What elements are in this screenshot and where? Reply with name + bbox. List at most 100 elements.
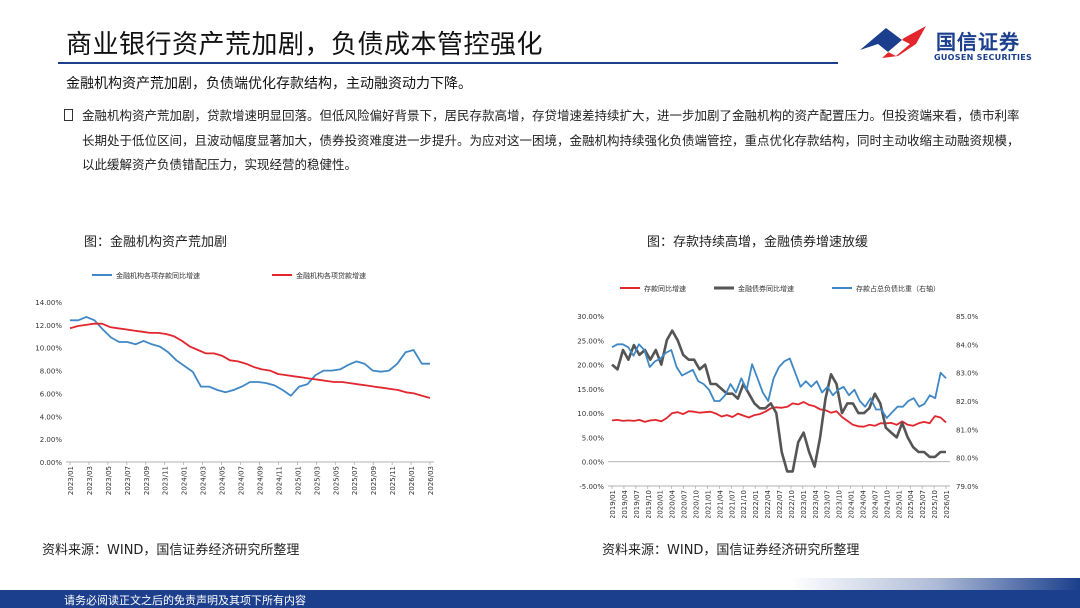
right-chart-x-tick: 2021/10 — [740, 490, 748, 518]
right-chart-legend-label: 金融债券同比增速 — [738, 284, 794, 293]
left-chart-x-tick: 2025/07 — [351, 466, 359, 495]
right-chart-y-right-tick: 79.0% — [956, 483, 979, 491]
right-chart-y-right-tick: 84.0% — [956, 341, 979, 349]
right-chart-x-tick: 2022/04 — [764, 489, 772, 518]
right-chart-caption: 图：存款持续高增，金融债券增速放缓 — [647, 235, 869, 250]
left-chart-series-line-1 — [69, 322, 431, 399]
slide-subtitle: 金融机构资产荒加剧，负债端优化存款结构，主动融资动力下降。 — [66, 76, 472, 92]
right-chart-y-tick: 15.00% — [577, 386, 604, 394]
left-chart-x-tick: 2023/01 — [67, 466, 75, 495]
right-chart-y-right-tick: 81.0% — [956, 426, 979, 434]
right-chart-x-tick: 2020/07 — [681, 490, 689, 518]
logo-sub: GUOSEN SECURITIES — [934, 53, 1033, 62]
right-chart-legend-label: 存款占总负债比重（右轴） — [856, 284, 940, 293]
right-chart-series-line-1 — [611, 329, 946, 473]
right-chart-y-right-tick: 82.0% — [956, 398, 979, 406]
left-chart-x-tick: 2024/05 — [219, 466, 227, 495]
left-chart-x-tick: 2025/09 — [370, 466, 378, 495]
right-chart-x-tick: 2019/07 — [633, 490, 641, 518]
right-chart-x-tick: 2025/10 — [931, 490, 939, 518]
title-underline — [58, 62, 838, 64]
right-chart-y-right-tick: 85.0% — [956, 313, 979, 321]
right-chart-y-tick: 30.00% — [577, 313, 604, 321]
left-chart-x-tick: 2023/03 — [86, 466, 94, 495]
left-chart-y-tick: 14.00% — [35, 299, 62, 307]
right-chart-y-tick: -5.00% — [579, 483, 604, 491]
footer-disclaimer: 请务必阅读正文之后的免责声明及其项下所有内容 — [64, 594, 306, 607]
right-chart-y-right-tick: 83.0% — [956, 370, 979, 378]
right-chart-x-tick: 2022/10 — [788, 490, 796, 518]
right-chart-x-tick: 2023/01 — [800, 490, 808, 518]
left-chart-x-tick: 2025/11 — [389, 466, 397, 495]
left-chart-x-tick: 2024/03 — [200, 466, 208, 495]
right-chart-x-tick: 2022/01 — [752, 490, 760, 518]
left-chart-x-tick: 2023/05 — [105, 466, 113, 495]
left-chart-x-tick: 2024/01 — [181, 466, 189, 495]
right-chart-x-tick: 2024/01 — [848, 490, 856, 518]
left-chart-y-tick: 2.00% — [40, 436, 63, 444]
left-chart-caption: 图：金融机构资产荒加剧 — [84, 235, 228, 250]
left-chart-y-tick: 6.00% — [40, 390, 63, 398]
right-chart-x-tick: 2024/10 — [883, 490, 891, 518]
left-chart-x-tick: 2025/05 — [332, 466, 340, 495]
left-chart-y-tick: 4.00% — [40, 413, 63, 421]
left-chart-x-tick: 2026/03 — [427, 466, 435, 495]
left-chart-y-tick: 12.00% — [35, 322, 62, 330]
left-chart-y-tick: 10.00% — [35, 345, 62, 353]
right-source-note: 资料来源：WIND，国信证券经济研究所整理 — [602, 543, 860, 558]
right-chart-x-tick: 2023/07 — [824, 490, 832, 518]
right-chart-x-tick: 2020/10 — [693, 490, 701, 518]
right-chart-y-right-tick: 80.0% — [956, 455, 979, 463]
left-chart-x-tick: 2024/11 — [275, 466, 283, 495]
bullet-icon — [64, 109, 73, 121]
left-chart-x-tick: 2023/11 — [162, 466, 170, 495]
right-chart-series-line-2 — [611, 343, 947, 419]
right-chart-x-tick: 2019/01 — [609, 490, 617, 518]
left-chart-x-tick: 2023/09 — [143, 466, 151, 495]
left-chart-y-tick: 8.00% — [40, 368, 63, 376]
right-chart-x-tick: 2021/04 — [716, 489, 724, 518]
right-chart-x-tick: 2025/01 — [895, 490, 903, 518]
left-chart-x-tick: 2025/01 — [294, 466, 302, 495]
left-chart-legend-label: 金融机构各项贷款增速 — [296, 271, 366, 280]
right-chart-x-tick: 2020/01 — [657, 490, 665, 518]
left-chart-series-line-0 — [70, 316, 430, 397]
footer-accent — [790, 578, 1080, 590]
right-chart-x-tick: 2025/07 — [919, 490, 927, 518]
right-chart-x-tick: 2019/10 — [645, 490, 653, 518]
right-chart-x-tick: 2024/04 — [860, 489, 868, 518]
left-chart-x-tick: 2026/01 — [408, 466, 416, 495]
left-chart-x-tick: 2024/09 — [256, 466, 264, 495]
right-chart-x-tick: 2026/01 — [943, 490, 951, 518]
left-chart-legend-label: 金融机构各项存款同比增速 — [116, 271, 200, 280]
logo-name: 国信证券 — [936, 30, 1020, 54]
footer-bar: 请务必阅读正文之后的免责声明及其项下所有内容 — [0, 590, 1080, 608]
slide-title: 商业银行资产荒加剧，负债成本管控强化 — [66, 30, 544, 60]
right-chart-y-tick: 10.00% — [577, 410, 604, 418]
right-chart-y-tick: 25.00% — [577, 337, 604, 345]
right-chart-series-line-0 — [611, 401, 947, 428]
right-chart-x-tick: 2023/10 — [836, 490, 844, 518]
right-chart-x-tick: 2020/04 — [669, 489, 677, 518]
left-chart-x-tick: 2023/07 — [124, 466, 132, 495]
right-chart-x-tick: 2025/04 — [907, 489, 915, 518]
right-chart-y-tick: 20.00% — [577, 362, 604, 370]
right-chart-x-tick: 2023/04 — [812, 489, 820, 518]
left-chart-x-tick: 2024/07 — [238, 466, 246, 495]
right-chart: -5.00% 0.00% 5.00% 10.00% 15.00% 20.00% 25.00%… — [577, 284, 979, 518]
right-chart-x-tick: 2022/07 — [776, 490, 784, 518]
right-chart-y-tick: 5.00% — [582, 434, 605, 442]
left-chart: 0.00% 2.00% 4.00% 6.00% 8.00% 10.00% 12.00% 14.… — [35, 271, 435, 495]
right-chart-x-tick: 2021/01 — [704, 490, 712, 518]
brand-logo: 国信证券 GUOSEN SECURITIES — [858, 22, 1058, 68]
right-chart-x-tick: 2024/07 — [871, 490, 879, 518]
left-chart-x-tick: 2025/03 — [313, 466, 321, 495]
left-chart-y-tick: 0.00% — [40, 459, 63, 467]
guosen-mark-icon — [860, 26, 926, 58]
right-chart-x-tick: 2021/07 — [728, 490, 736, 518]
right-chart-x-tick: 2019/04 — [621, 489, 629, 518]
right-chart-y-tick: 0.00% — [582, 459, 605, 467]
right-chart-legend-label: 存款同比增速 — [644, 284, 686, 293]
body-paragraph: 金融机构资产荒加剧，贷款增速明显回落。但低风险偏好背景下，居民存款高增，存贷增速… — [82, 108, 1020, 172]
left-source-note: 资料来源：WIND，国信证券经济研究所整理 — [42, 543, 300, 558]
